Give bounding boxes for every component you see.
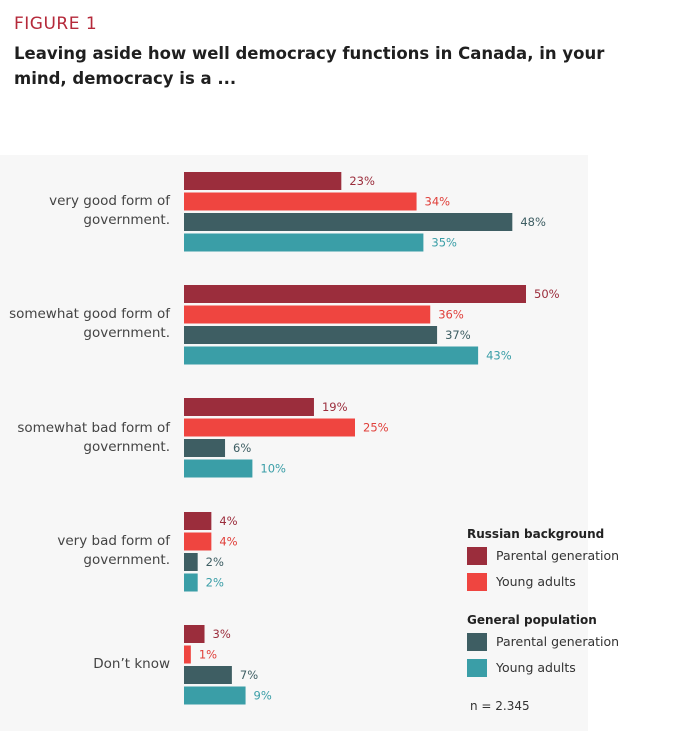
bar-don-t-know-series-3 [184, 666, 232, 684]
bar-somewhat-good-form-of-series-2 [184, 305, 431, 324]
bar-somewhat-good-form-of-series-4 [184, 346, 479, 365]
legend-label: Young adults [496, 574, 576, 589]
figure-label: FIGURE 1 [14, 14, 98, 34]
value-label-very-bad-form-of-series-3: 2% [206, 555, 224, 569]
category-label-somewhat-good: somewhat good form of government. [9, 306, 170, 341]
category-label-very-bad: very bad form of government. [57, 533, 170, 568]
bar-very-bad-form-of-series-2 [184, 532, 212, 551]
legend-title-general-population: General population [467, 613, 597, 627]
value-label-very-bad-form-of-series-2: 4% [219, 535, 237, 549]
bar-somewhat-good-form-of-series-3 [184, 326, 438, 344]
value-label-somewhat-bad-form-of-series-3: 6% [233, 441, 251, 455]
legend-label: Parental generation [496, 634, 620, 649]
value-label-very-bad-form-of-series-1: 4% [219, 514, 237, 528]
legend-swatch [467, 659, 487, 677]
sample-size-note: n = 2.345 [470, 699, 530, 713]
bar-somewhat-bad-form-of-series-2 [184, 418, 355, 437]
value-label-don-t-know-series-2: 1% [199, 648, 217, 662]
value-label-somewhat-good-form-of-series-4: 43% [486, 349, 512, 363]
bar-very-bad-form-of-series-3 [184, 553, 198, 571]
value-label-somewhat-good-form-of-series-1: 50% [534, 287, 560, 301]
legend-title-russian-background: Russian background [467, 527, 605, 541]
bar-very-good-form-of-series-1 [184, 172, 342, 190]
value-label-very-good-form-of-series-3: 48% [520, 215, 546, 229]
value-label-somewhat-bad-form-of-series-4: 10% [260, 462, 286, 476]
value-label-somewhat-good-form-of-series-3: 37% [445, 328, 471, 342]
bar-very-bad-form-of-series-1 [184, 512, 212, 530]
category-label-dont-know: Don’t know [93, 656, 170, 672]
bar-very-good-form-of-series-2 [184, 192, 417, 211]
value-label-somewhat-bad-form-of-series-1: 19% [322, 400, 348, 414]
legend-swatch [467, 547, 487, 565]
value-label-don-t-know-series-4: 9% [254, 689, 272, 703]
category-label-very-good: very good form of government. [49, 193, 170, 228]
bar-somewhat-bad-form-of-series-1 [184, 398, 314, 416]
value-label-don-t-know-series-3: 7% [240, 668, 258, 682]
value-label-somewhat-good-form-of-series-2: 36% [438, 308, 464, 322]
bar-don-t-know-series-1 [184, 625, 205, 643]
value-label-somewhat-bad-form-of-series-2: 25% [363, 421, 389, 435]
value-label-very-good-form-of-series-4: 35% [431, 236, 457, 250]
bar-don-t-know-series-4 [184, 686, 246, 705]
bar-somewhat-bad-form-of-series-3 [184, 439, 226, 457]
value-label-very-good-form-of-series-2: 34% [425, 195, 451, 209]
value-label-very-good-form-of-series-1: 23% [349, 174, 375, 188]
value-label-very-bad-form-of-series-4: 2% [206, 576, 224, 590]
chart-title: Leaving aside how well democracy functio… [14, 44, 605, 88]
legend-swatch [467, 633, 487, 651]
bar-somewhat-bad-form-of-series-4 [184, 459, 253, 478]
category-label-somewhat-bad: somewhat bad form of government. [17, 420, 170, 455]
bar-somewhat-good-form-of-series-1 [184, 285, 526, 303]
legend-label: Parental generation [496, 548, 620, 563]
bar-very-good-form-of-series-3 [184, 213, 513, 231]
value-label-don-t-know-series-1: 3% [213, 627, 231, 641]
bar-very-bad-form-of-series-4 [184, 573, 198, 592]
legend-label: Young adults [496, 660, 576, 675]
bar-don-t-know-series-2 [184, 645, 191, 664]
legend-swatch [467, 573, 487, 591]
bar-very-good-form-of-series-4 [184, 233, 424, 252]
